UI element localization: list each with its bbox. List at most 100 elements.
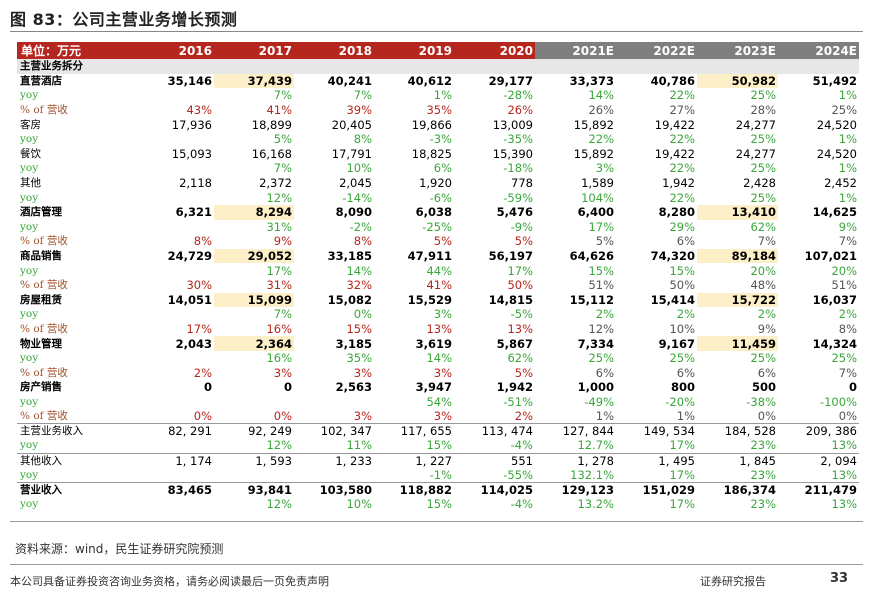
row-label: yoy bbox=[20, 162, 39, 175]
source-note: 资料来源：wind，民生证券研究院预测 bbox=[15, 542, 224, 556]
table-cell: 13% bbox=[426, 321, 452, 336]
table-cell: 151,029 bbox=[616, 481, 697, 497]
table-cell: 3% bbox=[433, 365, 452, 380]
table-cell: -20% bbox=[665, 394, 695, 409]
table-cell: 9% bbox=[838, 219, 857, 234]
table-cell: 7% bbox=[273, 161, 292, 176]
year-header: 2020 bbox=[454, 42, 535, 59]
table-cell: 1, 593 bbox=[214, 452, 294, 468]
row-label: yoy bbox=[20, 220, 39, 233]
table-cell: 17% bbox=[669, 467, 695, 482]
table-cell: 20% bbox=[750, 263, 776, 278]
row-label: 主营业务拆分 bbox=[17, 59, 134, 74]
table-cell: 1,942 bbox=[662, 176, 695, 191]
row-label: 其他收入 bbox=[17, 452, 134, 468]
table-cell: 13,009 bbox=[492, 117, 533, 132]
table-row-tot: 主营业务收入 82, 291 92, 249 102, 347 117, 655 113,… bbox=[17, 423, 859, 439]
table-cell: 8% bbox=[193, 234, 212, 249]
table-cell: 5% bbox=[595, 234, 614, 249]
row-label: % of 营收 bbox=[20, 366, 68, 379]
table-cell: -14% bbox=[342, 190, 372, 205]
table-cell: 16% bbox=[266, 321, 292, 336]
table-cell: -51% bbox=[503, 394, 533, 409]
table-cell: 1,589 bbox=[581, 176, 614, 191]
table-cell: 10% bbox=[346, 161, 372, 176]
table-row-totb: 营业收入 83,465 93,841 103,580 118,882 114,025 129… bbox=[17, 481, 859, 497]
table-row-yoy: yoy 12% -14% -6% -59% 104% 22% 25% 1% bbox=[17, 190, 859, 205]
table-cell bbox=[454, 59, 535, 74]
table-cell: 41% bbox=[426, 278, 452, 293]
table-cell: 15,892 bbox=[573, 117, 614, 132]
table-cell: 2% bbox=[838, 307, 857, 322]
table-cell: 15,414 bbox=[650, 292, 695, 307]
table-row-yoy: yoy 16% 35% 14% 62% 25% 25% 25% 25% bbox=[17, 351, 859, 366]
row-label: 其他 bbox=[20, 177, 41, 190]
table-cell: 800 bbox=[670, 380, 695, 395]
table-cell bbox=[294, 395, 374, 410]
table-row-yoy: yoy 17% 14% 44% 17% 15% 15% 20% 20% bbox=[17, 263, 859, 278]
table-cell: 15% bbox=[426, 497, 452, 512]
table-cell: 132.1% bbox=[570, 467, 614, 482]
table-cell: 13% bbox=[831, 438, 857, 453]
table-cell: 129,123 bbox=[535, 481, 616, 497]
table-cell: 15% bbox=[669, 263, 695, 278]
table-cell: 1, 233 bbox=[294, 452, 374, 468]
table-cell: 118,882 bbox=[374, 481, 454, 497]
table-cell: 1, 845 bbox=[697, 452, 778, 468]
year-header: 2017 bbox=[214, 42, 294, 59]
table-row-main: 酒店管理 6,321 8,294 8,090 6,038 5,476 6,400 8,280 1… bbox=[17, 204, 859, 220]
table-cell: 31% bbox=[266, 219, 292, 234]
table-cell: 15,082 bbox=[327, 292, 372, 307]
table-cell: 28% bbox=[750, 103, 776, 118]
row-label: yoy bbox=[20, 352, 39, 365]
table-row-main: 房产销售 0 0 2,563 3,947 1,942 1,000 800 500 0 bbox=[17, 380, 859, 395]
table-cell: 24,520 bbox=[816, 146, 857, 161]
table-cell: -6% bbox=[429, 190, 452, 205]
year-header: 2018 bbox=[294, 42, 374, 59]
table-cell: 15,099 bbox=[214, 292, 294, 308]
table-row-main: 物业管理 2,043 2,364 3,185 3,619 5,867 7,334 9,167 1… bbox=[17, 336, 859, 351]
table-cell: 1% bbox=[595, 409, 614, 424]
table-cell: 209, 386 bbox=[778, 423, 859, 439]
year-header-estimate: 2022E bbox=[616, 42, 697, 59]
row-label: % of 营收 bbox=[20, 322, 68, 335]
table-cell: 0% bbox=[193, 409, 212, 424]
table-cell: 16% bbox=[266, 351, 292, 366]
title-divider bbox=[10, 31, 863, 32]
table-cell: 6,038 bbox=[415, 205, 452, 220]
table-cell: 186,374 bbox=[697, 481, 778, 497]
table-cell: 20,405 bbox=[331, 117, 372, 132]
row-label: % of 营收 bbox=[20, 104, 68, 117]
table-cell: 40,612 bbox=[407, 73, 452, 88]
table-cell: 149, 534 bbox=[616, 423, 697, 439]
table-cell: 1, 174 bbox=[134, 452, 214, 468]
footer-divider bbox=[10, 564, 863, 565]
footer-report-type: 证券研究报告 bbox=[700, 575, 766, 588]
table-cell: 50% bbox=[507, 278, 533, 293]
table-cell bbox=[134, 351, 214, 366]
table-cell: 23% bbox=[750, 438, 776, 453]
table-cell bbox=[134, 438, 214, 453]
table-cell: -9% bbox=[510, 219, 533, 234]
table-cell: 102, 347 bbox=[294, 423, 374, 439]
table-cell: 7% bbox=[838, 365, 857, 380]
page-number: 33 bbox=[830, 571, 849, 586]
table-cell: 2,563 bbox=[335, 380, 372, 395]
table-cell: -4% bbox=[510, 438, 533, 453]
table-cell: -49% bbox=[584, 394, 614, 409]
row-label: 酒店管理 bbox=[20, 206, 62, 219]
table-cell: 17% bbox=[669, 497, 695, 512]
table-cell bbox=[616, 59, 697, 74]
table-cell bbox=[214, 395, 294, 410]
table-cell: 11,459 bbox=[697, 336, 778, 351]
table-cell: 6% bbox=[676, 234, 695, 249]
row-label: yoy bbox=[20, 264, 39, 277]
table-cell: 18,899 bbox=[251, 117, 292, 132]
table-cell: 50,982 bbox=[697, 73, 778, 89]
table-cell: 83,465 bbox=[134, 481, 214, 497]
table-cell: 14,625 bbox=[812, 205, 857, 220]
table-cell: 5,476 bbox=[496, 205, 533, 220]
table-cell bbox=[134, 132, 214, 147]
row-label: % of 营收 bbox=[20, 279, 68, 292]
table-cell: 22% bbox=[669, 88, 695, 103]
